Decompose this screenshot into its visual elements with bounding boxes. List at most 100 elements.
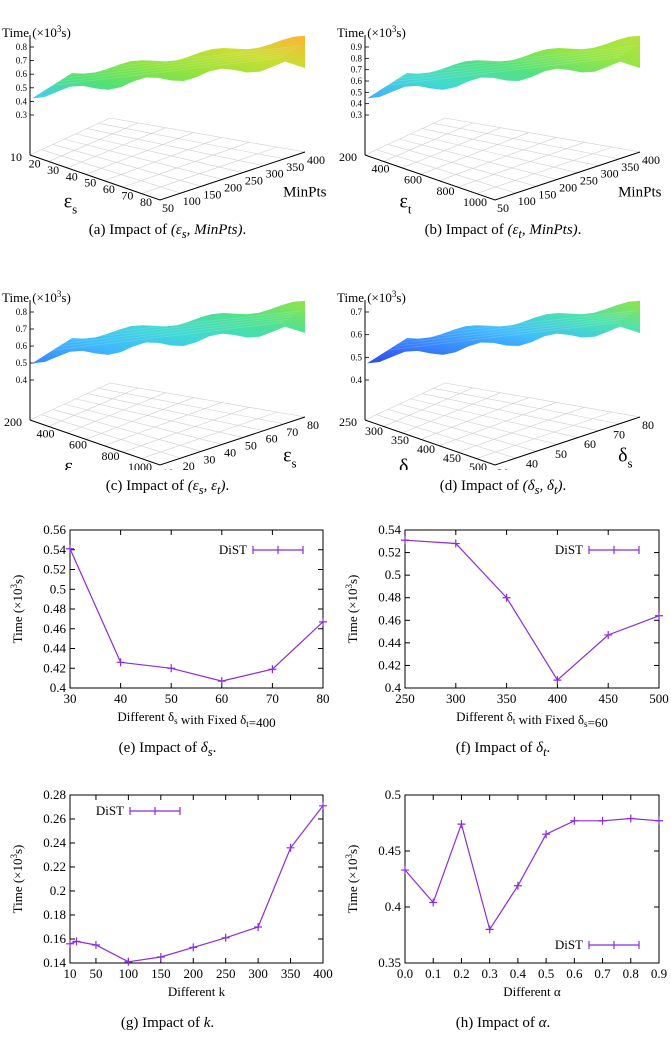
grid-line	[48, 387, 138, 427]
grid-line	[104, 402, 222, 446]
grid-line	[122, 407, 250, 453]
floor-grid	[364, 382, 641, 466]
grid-line	[364, 382, 446, 421]
x-tick-label: 0.1	[425, 966, 441, 981]
right-axis-tick-label: 70	[613, 428, 625, 442]
y-tick-label: 0.4	[385, 899, 402, 914]
z-tick-label: 0.7	[16, 56, 28, 66]
data-point	[655, 611, 663, 620]
caption-math: (εt, MinPts)	[507, 222, 578, 241]
left-axis-tick-label: 800	[102, 449, 120, 463]
x-tick-label: 70	[266, 691, 279, 706]
right-axis-tick-label: 40	[224, 445, 236, 459]
left-axis-tick-label: 20	[29, 156, 41, 170]
left-axis-tick-label: 400	[372, 161, 390, 175]
grid-line	[98, 387, 285, 425]
floor-front-edges	[29, 151, 306, 201]
left-axis-tick-label: 1000	[463, 195, 487, 209]
data-point	[570, 816, 579, 825]
left-axis-tick-label: 800	[437, 184, 455, 198]
surface-mesh-line	[378, 56, 620, 87]
grid-line	[420, 132, 529, 175]
right-axis-tick-label: 300	[601, 167, 619, 181]
y-tick-label: 0.52	[43, 562, 66, 577]
left-axis-label: εt	[64, 455, 76, 470]
right-axis-tick-label: 40	[526, 456, 538, 470]
caption-math: δs	[200, 740, 213, 759]
left-axis-tick-label: 250	[339, 415, 357, 429]
caption-prefix: (c) Impact of	[105, 478, 188, 494]
grid-line	[75, 133, 243, 173]
z-tick-label: 0.8	[351, 53, 363, 63]
z-axis-label: Time (×103s)	[2, 289, 71, 305]
caption-prefix: (f) Impact of	[455, 740, 537, 756]
y-axis-label: Time (×103s)	[344, 575, 360, 644]
surface-plot-c: Time (×103s) 0.8 0.7 0.6 0.5 0.4 200 400 600 800 1…	[2, 289, 319, 481]
caption-prefix: (d) Impact of	[439, 478, 523, 494]
data-point	[156, 953, 165, 961]
y-tick-label: 0.18	[43, 907, 66, 922]
data-point	[553, 676, 562, 685]
left-axis-tick-label: 200	[4, 415, 22, 429]
surface-mesh-line	[391, 51, 628, 80]
right-axis-tick-label: 50	[497, 201, 509, 215]
left-axis-tick-label: 70	[121, 189, 133, 203]
surface-panel-c: Time (×103s) 0.8 0.7 0.6 0.5 0.4 200 400 600 800 1…	[0, 265, 335, 481]
caption-f: (f) Impact of δt.	[455, 740, 551, 759]
data-point	[485, 925, 494, 934]
left-axis-tick-label: 60	[103, 182, 115, 196]
grid-line	[52, 144, 202, 187]
right-axis-tick-label: 60	[584, 437, 596, 451]
data-point	[451, 539, 460, 548]
grid-line	[410, 398, 578, 438]
x-tick-label: 0.4	[510, 966, 527, 981]
data-point	[124, 957, 133, 966]
right-axis-tick-label: 400	[642, 153, 660, 167]
x-tick-label: 250	[216, 966, 236, 981]
floor-front-edges	[364, 151, 641, 201]
grid-line	[52, 409, 202, 452]
grid-line	[439, 402, 557, 446]
line-chart-f: 0.4 0.42 0.44 0.46 0.48 0.5 0.52 0.54 250 300 350 4…	[344, 522, 669, 730]
grid-line	[85, 132, 194, 175]
floor-grid	[364, 117, 641, 201]
z-tick-label: 0.7	[351, 307, 363, 317]
grid-line	[87, 393, 264, 432]
surface-mesh-line	[63, 48, 297, 76]
y-tick-label: 0.2	[50, 883, 66, 898]
caption-math: α	[538, 1015, 547, 1031]
y-tick-label: 0.56	[43, 522, 66, 537]
grid-line	[376, 149, 516, 194]
right-axis-tick-label: 200	[224, 180, 242, 194]
grid-line	[383, 387, 473, 427]
grid-line	[364, 117, 446, 156]
legend-label: DiST	[219, 542, 247, 557]
x-tick-label: 350	[497, 691, 516, 706]
caption-d: (d) Impact of (δs, δt).	[439, 478, 567, 497]
surface-mesh-line	[398, 313, 632, 341]
right-axis-tick-label: 60	[266, 432, 278, 446]
surface	[367, 35, 640, 99]
z-tick-label: 0.3	[16, 110, 28, 120]
y-axis-label: Time (×103s)	[9, 575, 25, 644]
surface-plot-d: Time (×103s) 0.7 0.6 0.5 0.4 250 300 350 400 450 5…	[337, 289, 654, 481]
right-axis-tick-label: 10	[162, 466, 174, 470]
y-tick-label: 0.48	[43, 601, 66, 616]
line-panel-f: 0.4 0.42 0.44 0.46 0.48 0.5 0.52 0.54 250 300 350 4…	[335, 520, 671, 730]
surface-mesh-line	[385, 53, 624, 84]
x-tick-label: 50	[165, 691, 178, 706]
x-tick-label: 0.5	[538, 966, 554, 981]
data-point	[221, 933, 230, 942]
grid-line	[433, 122, 620, 160]
x-axis-label: Different k	[168, 984, 226, 999]
z-tick-label: 0.5	[16, 83, 28, 93]
grid-line	[141, 146, 278, 194]
x-tick-label: 500	[649, 691, 669, 706]
right-axis-tick-label: 30	[203, 452, 215, 466]
surface-mesh-line	[43, 321, 285, 352]
right-axis-tick-label: 400	[307, 153, 325, 167]
grid-line	[422, 393, 599, 432]
legend-label: DiST	[555, 542, 583, 557]
y-tick-label: 0.46	[378, 612, 401, 627]
x-axis-label: Different δt with Fixed δs=60	[456, 709, 608, 730]
